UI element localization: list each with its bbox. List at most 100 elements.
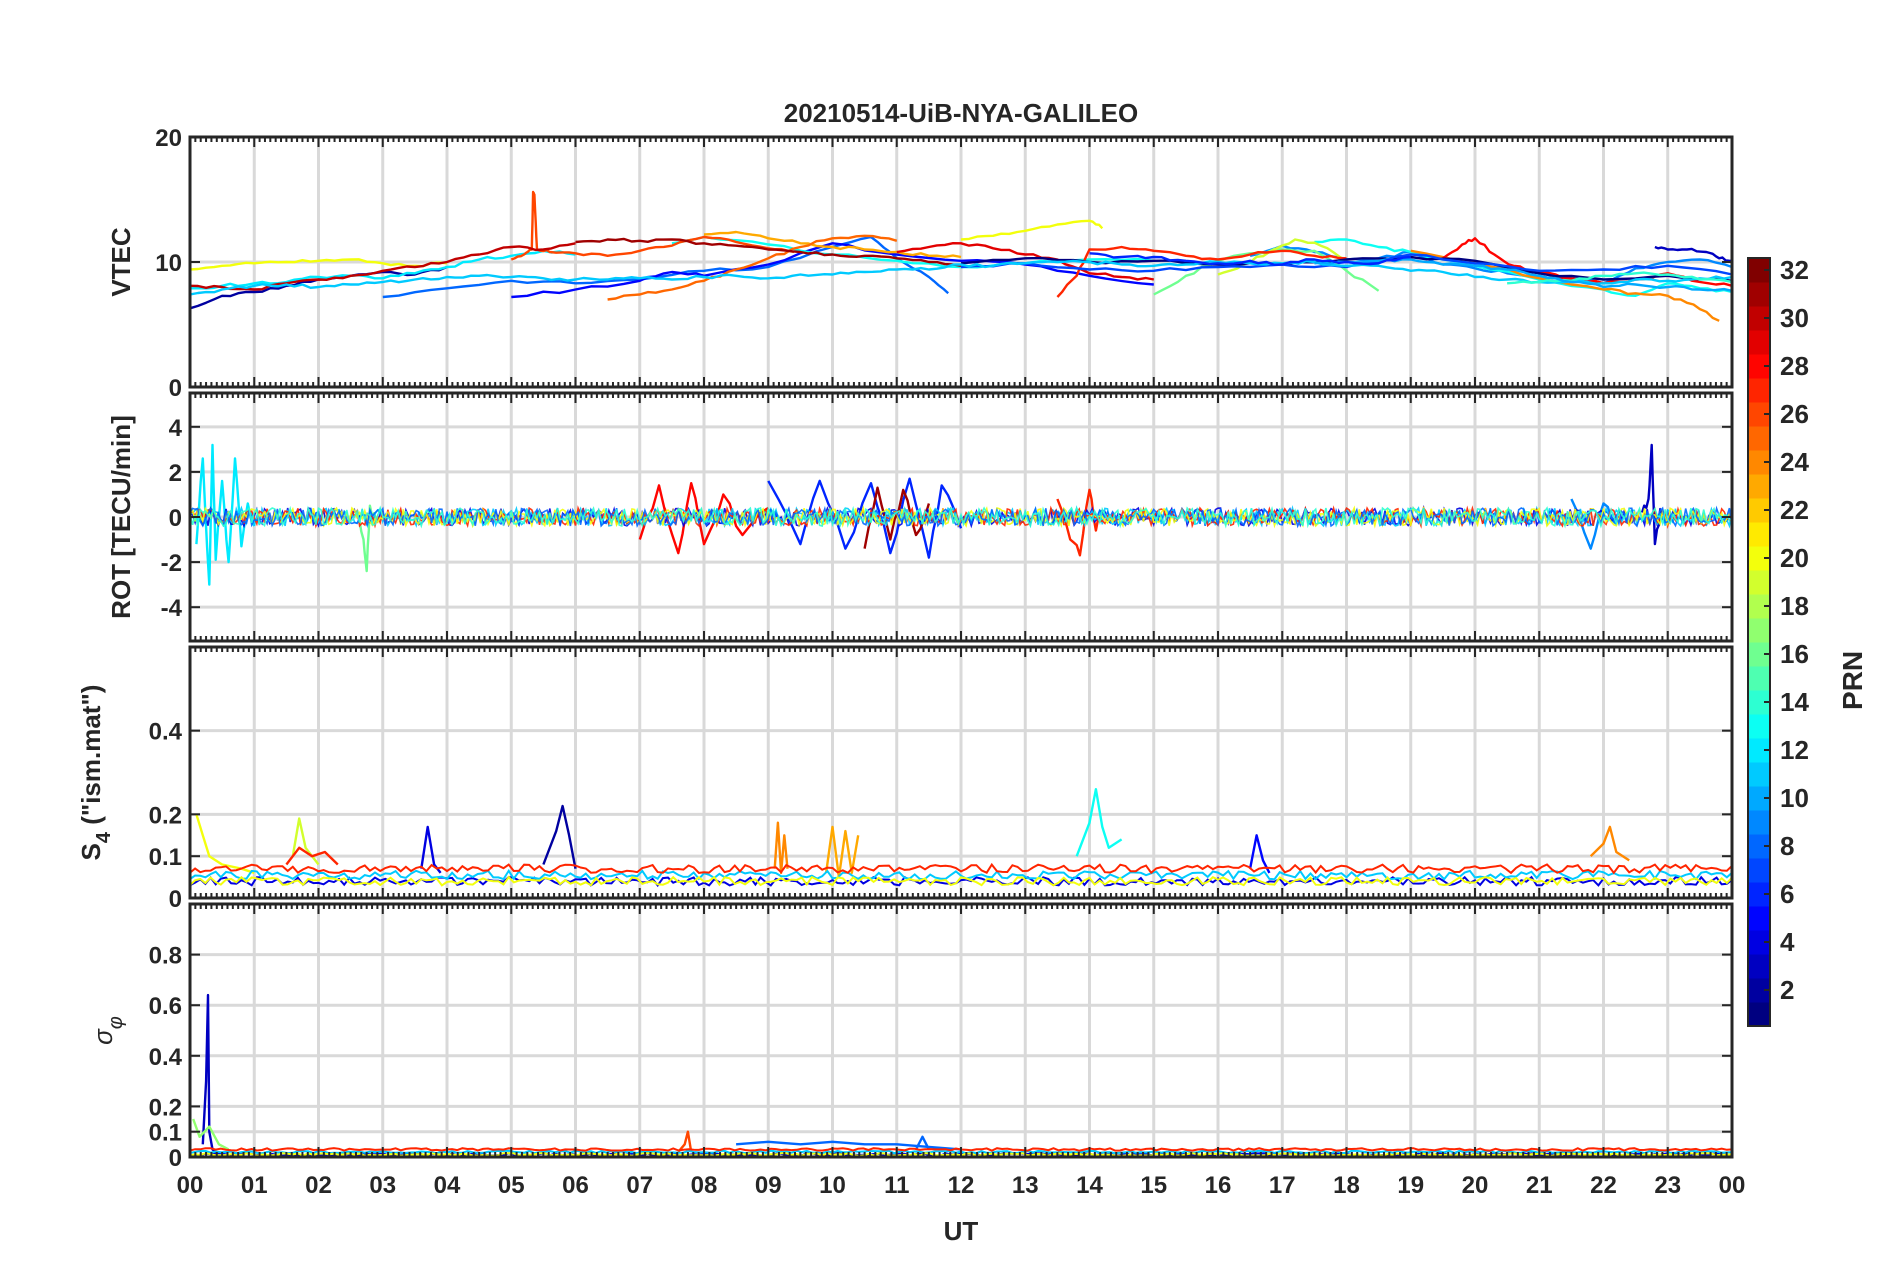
colorbar-tick-label: 12 bbox=[1780, 735, 1809, 765]
colorbar-tick-label: 6 bbox=[1780, 879, 1794, 909]
colorbar-band bbox=[1748, 570, 1770, 595]
colorbar-band bbox=[1748, 402, 1770, 427]
series-line-prn-8 bbox=[736, 1140, 962, 1151]
x-tick-label: 01 bbox=[241, 1172, 268, 1199]
panel-s4: 0 0.1 0.2 0.4 S4 ("ism.mat") bbox=[76, 645, 1734, 913]
colorbar-band bbox=[1748, 882, 1770, 907]
series-line-prn-14 bbox=[1507, 271, 1732, 285]
colorbar-band bbox=[1748, 786, 1770, 811]
x-tick-label: 23 bbox=[1654, 1172, 1681, 1199]
series-line-prn-26 bbox=[677, 1130, 693, 1153]
series-group bbox=[190, 788, 1732, 888]
colorbar-band bbox=[1748, 498, 1770, 523]
y-tick-label: 0 bbox=[169, 886, 182, 913]
colorbar-band bbox=[1748, 450, 1770, 475]
colorbar-band bbox=[1748, 378, 1770, 403]
x-tick-label: 16 bbox=[1205, 1172, 1232, 1199]
colorbar-band bbox=[1748, 666, 1770, 691]
x-tick-label: 12 bbox=[948, 1172, 975, 1199]
colorbar-tick-label: 14 bbox=[1780, 687, 1809, 717]
x-tick-label: 10 bbox=[819, 1172, 846, 1199]
y-tick-label: -2 bbox=[161, 550, 182, 577]
series-line-prn-20 bbox=[190, 258, 448, 271]
colorbar-tick-label: 30 bbox=[1780, 303, 1809, 333]
series-line-prn-29 bbox=[896, 242, 1155, 281]
x-tick-label: 05 bbox=[498, 1172, 525, 1199]
y-tick-label: 0 bbox=[169, 505, 182, 532]
series-line-prn-31 bbox=[575, 237, 962, 267]
x-tick-label: 20 bbox=[1462, 1172, 1489, 1199]
series-line-prn-24 bbox=[1410, 249, 1720, 322]
colorbar-tick-label: 16 bbox=[1780, 639, 1809, 669]
y-tick-label: 4 bbox=[169, 415, 183, 442]
y-tick-label: 0.4 bbox=[149, 719, 183, 746]
series-line-prn-20 bbox=[960, 219, 1104, 241]
colorbar-band bbox=[1748, 258, 1770, 283]
x-tick-label: 19 bbox=[1397, 1172, 1424, 1199]
y-tick-label: 0 bbox=[169, 375, 182, 402]
series-line-prn-6 bbox=[1089, 252, 1411, 266]
colorbar-tick-label: 28 bbox=[1780, 351, 1809, 381]
colorbar-tick-label: 10 bbox=[1780, 783, 1809, 813]
y-tick-label: 0.1 bbox=[149, 844, 182, 871]
colorbar-band bbox=[1748, 522, 1770, 547]
series-group bbox=[190, 443, 1732, 586]
colorbar-band bbox=[1748, 426, 1770, 451]
series-line-prn-5 bbox=[1248, 834, 1271, 874]
x-tick-label: 13 bbox=[1012, 1172, 1039, 1199]
y-tick-label: 2 bbox=[169, 460, 182, 487]
colorbar-tick-label: 2 bbox=[1780, 975, 1794, 1005]
colorbar-band bbox=[1748, 738, 1770, 763]
series-line-prn-26 bbox=[510, 190, 795, 261]
series-line-prn-25 bbox=[607, 234, 898, 301]
series-group bbox=[190, 190, 1732, 322]
colorbar-band bbox=[1748, 546, 1770, 571]
baseline-trace bbox=[190, 869, 1732, 881]
colorbar-tick-label: 26 bbox=[1780, 399, 1809, 429]
series-line-prn-13 bbox=[1075, 788, 1123, 857]
x-tick-label: 14 bbox=[1076, 1172, 1103, 1199]
y-tick-label: 0.8 bbox=[149, 943, 182, 970]
series-line-prn-19 bbox=[291, 817, 320, 866]
y-tick-label: 0.1 bbox=[149, 1120, 182, 1147]
x-tick-label: 15 bbox=[1140, 1172, 1167, 1199]
x-tick-label: 04 bbox=[434, 1172, 461, 1199]
panel-vtec: 0 10 20 VTEC bbox=[106, 125, 1734, 402]
x-axis-label: UT bbox=[944, 1216, 979, 1246]
colorbar-tick-label: 20 bbox=[1780, 543, 1809, 573]
x-tick-label: 22 bbox=[1590, 1172, 1617, 1199]
y-axis-label: S4 ("ism.mat") bbox=[76, 685, 115, 861]
colorbar-tick-label: 8 bbox=[1780, 831, 1794, 861]
series-line-prn-10 bbox=[1314, 258, 1732, 292]
series-line-prn-30 bbox=[190, 242, 576, 291]
panel-rot: -4 -2 0 2 4 ROT [TECU/min] bbox=[106, 391, 1734, 643]
colorbar-band bbox=[1748, 474, 1770, 499]
y-axis-label: σφ bbox=[88, 1016, 127, 1045]
colorbar-label: PRN bbox=[1837, 651, 1868, 710]
figure-title: 20210514-UiB-NYA-GALILEO bbox=[784, 98, 1139, 128]
x-tick-label: 17 bbox=[1269, 1172, 1296, 1199]
series-line-prn-7 bbox=[960, 253, 1732, 276]
colorbar-band bbox=[1748, 282, 1770, 307]
series-line-prn-3 bbox=[1640, 443, 1663, 546]
series-line-prn-27 bbox=[1056, 245, 1347, 298]
y-tick-label: 0.2 bbox=[149, 1094, 182, 1121]
x-tick-label: 00 bbox=[1719, 1172, 1746, 1199]
series-line-prn-12 bbox=[195, 443, 256, 586]
colorbar-band bbox=[1748, 306, 1770, 331]
series-line-prn-3 bbox=[1654, 245, 1732, 262]
colorbar-band bbox=[1748, 1002, 1770, 1027]
x-tick-label: 07 bbox=[626, 1172, 653, 1199]
series-line-prn-12 bbox=[190, 249, 576, 290]
x-tick-label: 21 bbox=[1526, 1172, 1553, 1199]
colorbar-band bbox=[1748, 858, 1770, 883]
colorbar-band bbox=[1748, 354, 1770, 379]
series-line-prn-20 bbox=[195, 813, 255, 875]
series-line-prn-2 bbox=[542, 804, 577, 869]
y-tick-label: 20 bbox=[155, 125, 182, 152]
x-tick-label: 06 bbox=[562, 1172, 589, 1199]
colorbar-band bbox=[1748, 810, 1770, 835]
y-axis-label: ROT [TECU/min] bbox=[106, 415, 136, 619]
